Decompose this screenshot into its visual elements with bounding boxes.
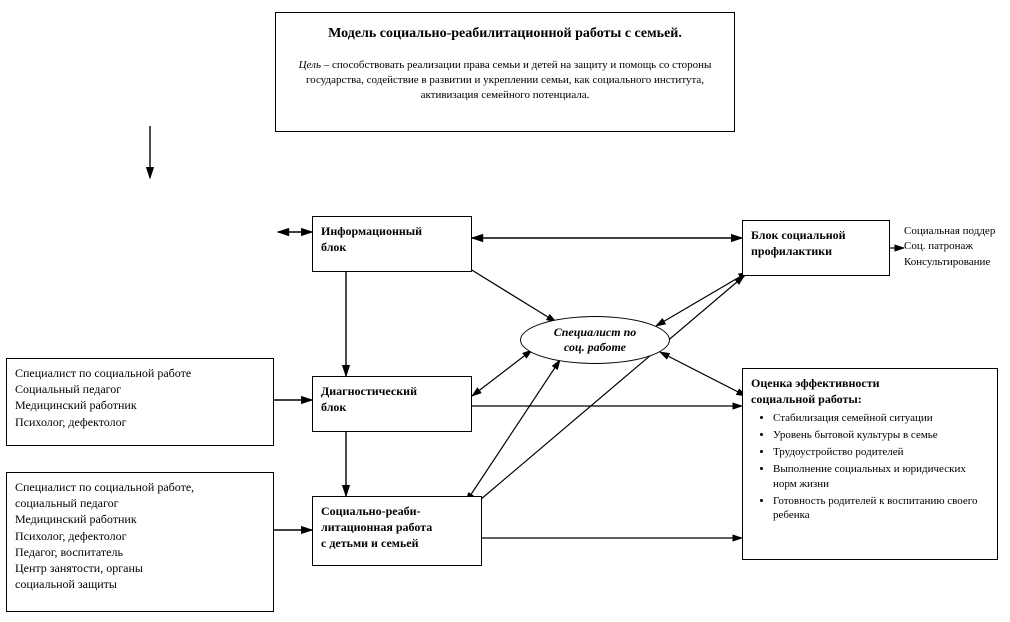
list-item: Социальный педагог: [15, 381, 265, 397]
rehab-block-line1: Социально-реаби-: [321, 503, 473, 519]
list-item: Специалист по социальной работе: [15, 365, 265, 381]
diag-block-line1: Диагностический: [321, 383, 463, 399]
info-block-line2: блок: [321, 239, 463, 255]
rehab-block-line3: с детьми и семьей: [321, 535, 473, 551]
arrow-spec-eff: [660, 352, 746, 396]
list-item: Специалист по социальной работе,: [15, 479, 265, 495]
node-eff-block: Оценка эффективности социальной работы: …: [742, 368, 998, 560]
node-diag-block: Диагностический блок: [312, 376, 472, 432]
left-list-1: Специалист по социальной работе Социальн…: [6, 358, 274, 446]
list-item: Психолог, дефектолог: [15, 414, 265, 430]
specialist-line2: соц. работе: [554, 340, 637, 355]
goal-text: – способствовать реализации права семьи …: [306, 59, 711, 101]
eff-heading-l1: Оценка эффективности: [751, 375, 989, 391]
diag-block-line2: блок: [321, 399, 463, 415]
arrow-spec-diag: [472, 350, 532, 396]
info-block-line1: Информационный: [321, 223, 463, 239]
specialist-line1: Специалист по: [554, 325, 637, 340]
eff-bullet: Выполнение социальных и юридических норм…: [773, 462, 989, 492]
node-rehab-block: Социально-реаби- литационная работа с де…: [312, 496, 482, 566]
eff-bullet: Стабилизация семейной ситуации: [773, 411, 989, 426]
node-prof-block: Блок социальной профилактики: [742, 220, 890, 276]
title-heading: Модель социально-реабилитационной работы…: [284, 25, 726, 44]
eff-bullet: Готовность родителей к воспитанию своего…: [773, 494, 989, 524]
prof-side-l2: Соц. патронаж: [904, 239, 1010, 254]
prof-side-list: Социальная поддер Соц. патронаж Консульт…: [904, 224, 1010, 282]
list-item: Педагог, воспитатель: [15, 544, 265, 560]
diagram-stage: Модель социально-реабилитационной работы…: [0, 0, 1010, 622]
prof-side-l1: Социальная поддер: [904, 224, 1010, 239]
list-item: социальный педагог: [15, 495, 265, 511]
prof-block-line1: Блок социальной: [751, 227, 881, 243]
list-item: Центр занятости, органы: [15, 560, 265, 576]
list-item: социальной защиты: [15, 576, 265, 592]
title-box: Модель социально-реабилитационной работы…: [275, 12, 735, 132]
node-info-block: Информационный блок: [312, 216, 472, 272]
eff-bullet: Уровень бытовой культуры в семье: [773, 428, 989, 443]
arrow-spec-info: [462, 264, 556, 322]
list-item: Психолог, дефектолог: [15, 528, 265, 544]
prof-side-l3: Консультирование: [904, 255, 1010, 270]
node-specialist-ellipse: Специалист по соц. работе: [520, 316, 670, 364]
arrow-spec-rehab: [466, 360, 560, 502]
eff-bullet-list: Стабилизация семейной ситуации Уровень б…: [751, 411, 989, 523]
rehab-block-line2: литационная работа: [321, 519, 473, 535]
arrow-spec-prof: [656, 272, 748, 326]
eff-heading-l2: социальной работы:: [751, 391, 989, 407]
left-list-2: Специалист по социальной работе, социаль…: [6, 472, 274, 612]
title-goal: Цель – способствовать реализации права с…: [284, 58, 726, 103]
prof-block-line2: профилактики: [751, 243, 881, 259]
arrow-rehab-prof: [480, 276, 744, 500]
list-item: Медицинский работник: [15, 397, 265, 413]
list-item: Медицинский работник: [15, 511, 265, 527]
eff-bullet: Трудоустройство родителей: [773, 445, 989, 460]
goal-label: Цель: [299, 59, 321, 71]
